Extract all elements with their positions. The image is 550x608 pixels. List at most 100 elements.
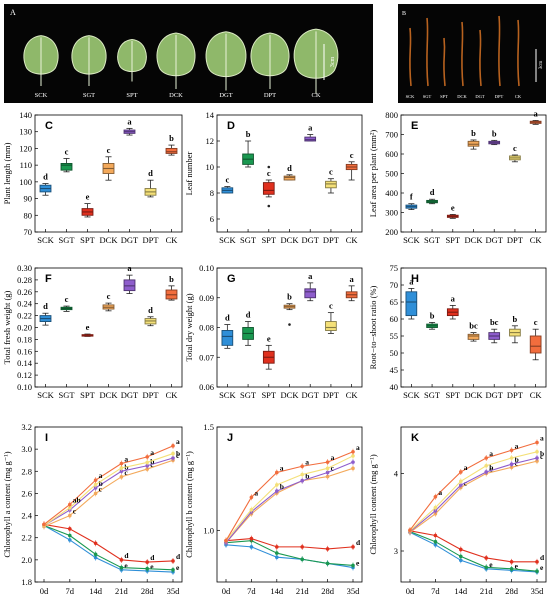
y-tick-label: 0.18 bbox=[17, 334, 32, 344]
y-tick-label: 65 bbox=[390, 297, 399, 307]
series-point bbox=[433, 539, 438, 544]
series-point bbox=[249, 545, 254, 549]
y-tick-label: 600 bbox=[385, 149, 398, 159]
significance-letter: c bbox=[107, 145, 111, 155]
photo-label: SPT bbox=[126, 92, 137, 99]
series-point bbox=[171, 568, 175, 572]
series-point bbox=[93, 482, 98, 487]
significance-letter: b bbox=[287, 292, 292, 302]
chart-panel-G: 0.06 0.07 0.08 0.09 0.10 G Total dry weight (g… bbox=[184, 263, 363, 400]
y-tick-label: 12 bbox=[206, 136, 215, 146]
significance-letter: bc bbox=[469, 321, 478, 331]
series-point bbox=[119, 466, 124, 470]
series-point bbox=[224, 538, 228, 543]
significance-letter: b bbox=[471, 128, 476, 138]
series-point bbox=[93, 486, 98, 490]
chart-panel-E: 200 300 400 500 600 700 800 E Leaf area per plan… bbox=[368, 108, 547, 245]
y-tick-label: 80 bbox=[24, 210, 33, 220]
series-point bbox=[351, 563, 355, 568]
y-axis-label: Root−to−shoot ratio (%) bbox=[368, 285, 378, 369]
y-tick-label: 200 bbox=[385, 227, 398, 237]
photo-scale-a: 3cm bbox=[330, 57, 336, 68]
x-tick-label: DPT bbox=[507, 390, 524, 400]
box bbox=[405, 291, 418, 317]
series-point bbox=[433, 494, 438, 499]
x-tick-label: 28d bbox=[321, 586, 335, 596]
series-point bbox=[68, 502, 72, 507]
series-line bbox=[43, 445, 174, 525]
significance-letter: a bbox=[308, 123, 313, 133]
y-tick-label: 0.07 bbox=[199, 352, 214, 362]
y-tick-label: 0.24 bbox=[17, 299, 33, 309]
x-tick-label: CK bbox=[346, 390, 359, 400]
plot-frame bbox=[34, 426, 183, 583]
series-point bbox=[275, 551, 279, 555]
significance-letter: c bbox=[513, 143, 517, 153]
series-point bbox=[433, 505, 438, 510]
series-line bbox=[409, 531, 538, 573]
x-tick-label: DPT bbox=[323, 235, 340, 245]
series-point bbox=[459, 470, 463, 474]
y-axis-label: Plant length (mm) bbox=[2, 142, 12, 204]
y-axis-label: Leaf number bbox=[184, 152, 194, 196]
box bbox=[325, 180, 337, 189]
y-tick-label: 500 bbox=[385, 169, 398, 179]
root-shape bbox=[443, 37, 446, 87]
photo-scale-b: 3cm bbox=[539, 61, 544, 70]
series-point bbox=[535, 569, 539, 573]
series-point bbox=[119, 565, 124, 570]
x-tick-label: CK bbox=[346, 235, 359, 245]
box bbox=[529, 335, 542, 354]
series-point bbox=[535, 560, 539, 564]
x-tick-label: SGT bbox=[424, 235, 441, 245]
x-tick-label: DGT bbox=[485, 235, 503, 245]
significance-letter: b bbox=[169, 274, 174, 284]
significance-letter: a bbox=[331, 453, 335, 462]
significance-letter: c bbox=[225, 175, 229, 185]
significance-letter: c bbox=[540, 452, 544, 461]
y-tick-label: 2.4 bbox=[21, 511, 32, 521]
y-tick-label: 55 bbox=[390, 331, 399, 341]
series-line bbox=[225, 461, 354, 544]
significance-letter: c bbox=[176, 451, 180, 460]
series-line bbox=[43, 459, 174, 528]
series-line bbox=[43, 523, 174, 563]
series-point bbox=[484, 463, 489, 468]
series-point bbox=[351, 454, 355, 458]
y-axis-label: Chlorophyll a content (mg g⁻¹) bbox=[2, 451, 12, 557]
photo-panel-b: B 3cm SCK SGT SPT DCK DGT DPT CK bbox=[398, 4, 546, 103]
significance-letter: c bbox=[350, 150, 354, 160]
plot-frame bbox=[34, 267, 183, 388]
series-point bbox=[171, 559, 175, 563]
series-point bbox=[408, 528, 412, 532]
photo-label: DGT bbox=[219, 92, 232, 99]
box bbox=[304, 136, 317, 142]
outlier-point bbox=[288, 323, 291, 326]
y-axis-label: Total dry weight (g) bbox=[184, 293, 194, 361]
series-point bbox=[300, 545, 305, 549]
x-tick-label: 21d bbox=[480, 586, 494, 596]
series-point bbox=[433, 512, 438, 516]
y-tick-label: 50 bbox=[390, 348, 399, 358]
significance-letter: e bbox=[86, 192, 90, 202]
series-point bbox=[325, 561, 330, 566]
series-point bbox=[249, 507, 254, 512]
series-line bbox=[409, 530, 537, 563]
series-point bbox=[42, 522, 46, 527]
y-tick-label: 0.06 bbox=[199, 382, 214, 392]
significance-letter: c bbox=[73, 507, 77, 516]
series-point bbox=[68, 538, 72, 542]
leaf-shape bbox=[293, 28, 339, 94]
series-point bbox=[535, 440, 539, 445]
x-tick-label: DPT bbox=[507, 235, 524, 245]
leaf-shape bbox=[156, 32, 196, 89]
series-line bbox=[43, 525, 174, 573]
y-tick-label: 800 bbox=[385, 110, 398, 120]
plot-frame bbox=[216, 267, 363, 388]
y-tick-label: 2.0 bbox=[21, 555, 32, 565]
significance-letter: d bbox=[430, 187, 435, 197]
x-tick-label: SPT bbox=[261, 390, 276, 400]
series-point bbox=[119, 469, 124, 474]
x-tick-label: 0d bbox=[406, 586, 415, 596]
series-point bbox=[535, 456, 539, 460]
